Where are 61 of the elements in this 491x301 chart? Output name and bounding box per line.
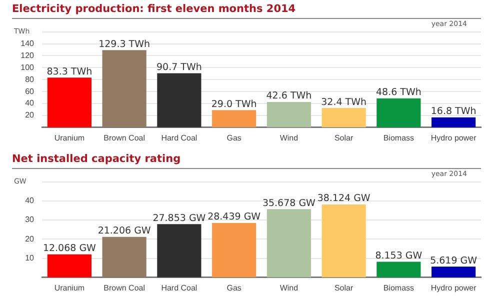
x-tick-label: Uranium <box>54 133 85 142</box>
x-tick-label: Biomass <box>383 283 414 292</box>
bar <box>432 266 476 278</box>
x-tick-label: Solar <box>334 283 354 292</box>
chart-title: Electricity production: first eleven months 2014 <box>12 2 297 16</box>
bar <box>376 98 421 128</box>
y-tick-label: 40 <box>25 196 35 206</box>
chart-title: Net installed capacity rating <box>12 152 182 166</box>
data-label: 29.0 TWh <box>211 98 257 110</box>
data-label: 90.7 TWh <box>156 62 202 73</box>
bar <box>212 110 256 128</box>
x-tick-label: Uranium <box>54 283 85 292</box>
bar <box>266 102 311 128</box>
bar <box>266 209 311 278</box>
x-tick-label: Solar <box>334 133 354 142</box>
data-label: 129.3 TWh <box>98 38 150 50</box>
bar <box>322 204 366 278</box>
data-label: 35.678 GW <box>262 198 316 209</box>
bar <box>157 224 202 278</box>
data-label: 21.206 GW <box>98 226 152 237</box>
data-label: 38.124 GW <box>317 193 371 204</box>
y-tick-label: 140 <box>20 38 35 48</box>
data-label: 32.4 TWh <box>321 96 367 108</box>
y-tick-label: 80 <box>25 74 35 84</box>
bar <box>212 223 256 278</box>
bar <box>157 73 202 128</box>
bar <box>432 117 476 128</box>
x-tick-label: Gas <box>226 283 242 292</box>
bar <box>47 254 92 278</box>
x-tick-label: Hydro power <box>430 283 477 292</box>
bar <box>102 50 146 128</box>
data-label: 16.8 TWh <box>430 106 476 118</box>
data-label: 5.619 GW <box>430 255 478 266</box>
x-tick-label: Wind <box>280 283 298 292</box>
data-label: 12.068 GW <box>42 243 97 254</box>
data-label: 28.439 GW <box>208 212 262 223</box>
x-tick-label: Biomass <box>383 133 414 142</box>
x-tick-label: Wind <box>280 133 298 142</box>
x-tick-label: Gas <box>226 133 242 142</box>
x-tick-label: Hydro power <box>430 133 477 142</box>
y-tick-label: 60 <box>25 86 35 96</box>
y-tick-label: 20 <box>25 110 35 120</box>
data-label: 8.153 GW <box>375 250 423 262</box>
data-label: 42.6 TWh <box>266 90 312 102</box>
data-label: 27.853 GW <box>152 212 206 224</box>
y-tick-label: 120 <box>20 50 35 60</box>
bar <box>47 78 92 128</box>
y-tick-label: 30 <box>25 215 35 224</box>
bar <box>376 262 421 278</box>
x-tick-label: Hard Coal <box>161 133 198 142</box>
y-tick-label: 100 <box>20 62 35 72</box>
data-label: 83.3 TWh <box>46 66 92 78</box>
bar <box>102 236 146 278</box>
bar <box>322 108 366 128</box>
y-tick-label: 40 <box>25 98 35 108</box>
data-label: 48.6 TWh <box>376 87 422 98</box>
x-tick-label: Hard Coal <box>161 283 198 292</box>
x-tick-label: Brown Coal <box>104 283 146 292</box>
x-tick-label: Brown Coal <box>104 133 146 142</box>
y-tick-label: 10 <box>25 253 35 262</box>
y-tick-label: 20 <box>25 234 35 244</box>
